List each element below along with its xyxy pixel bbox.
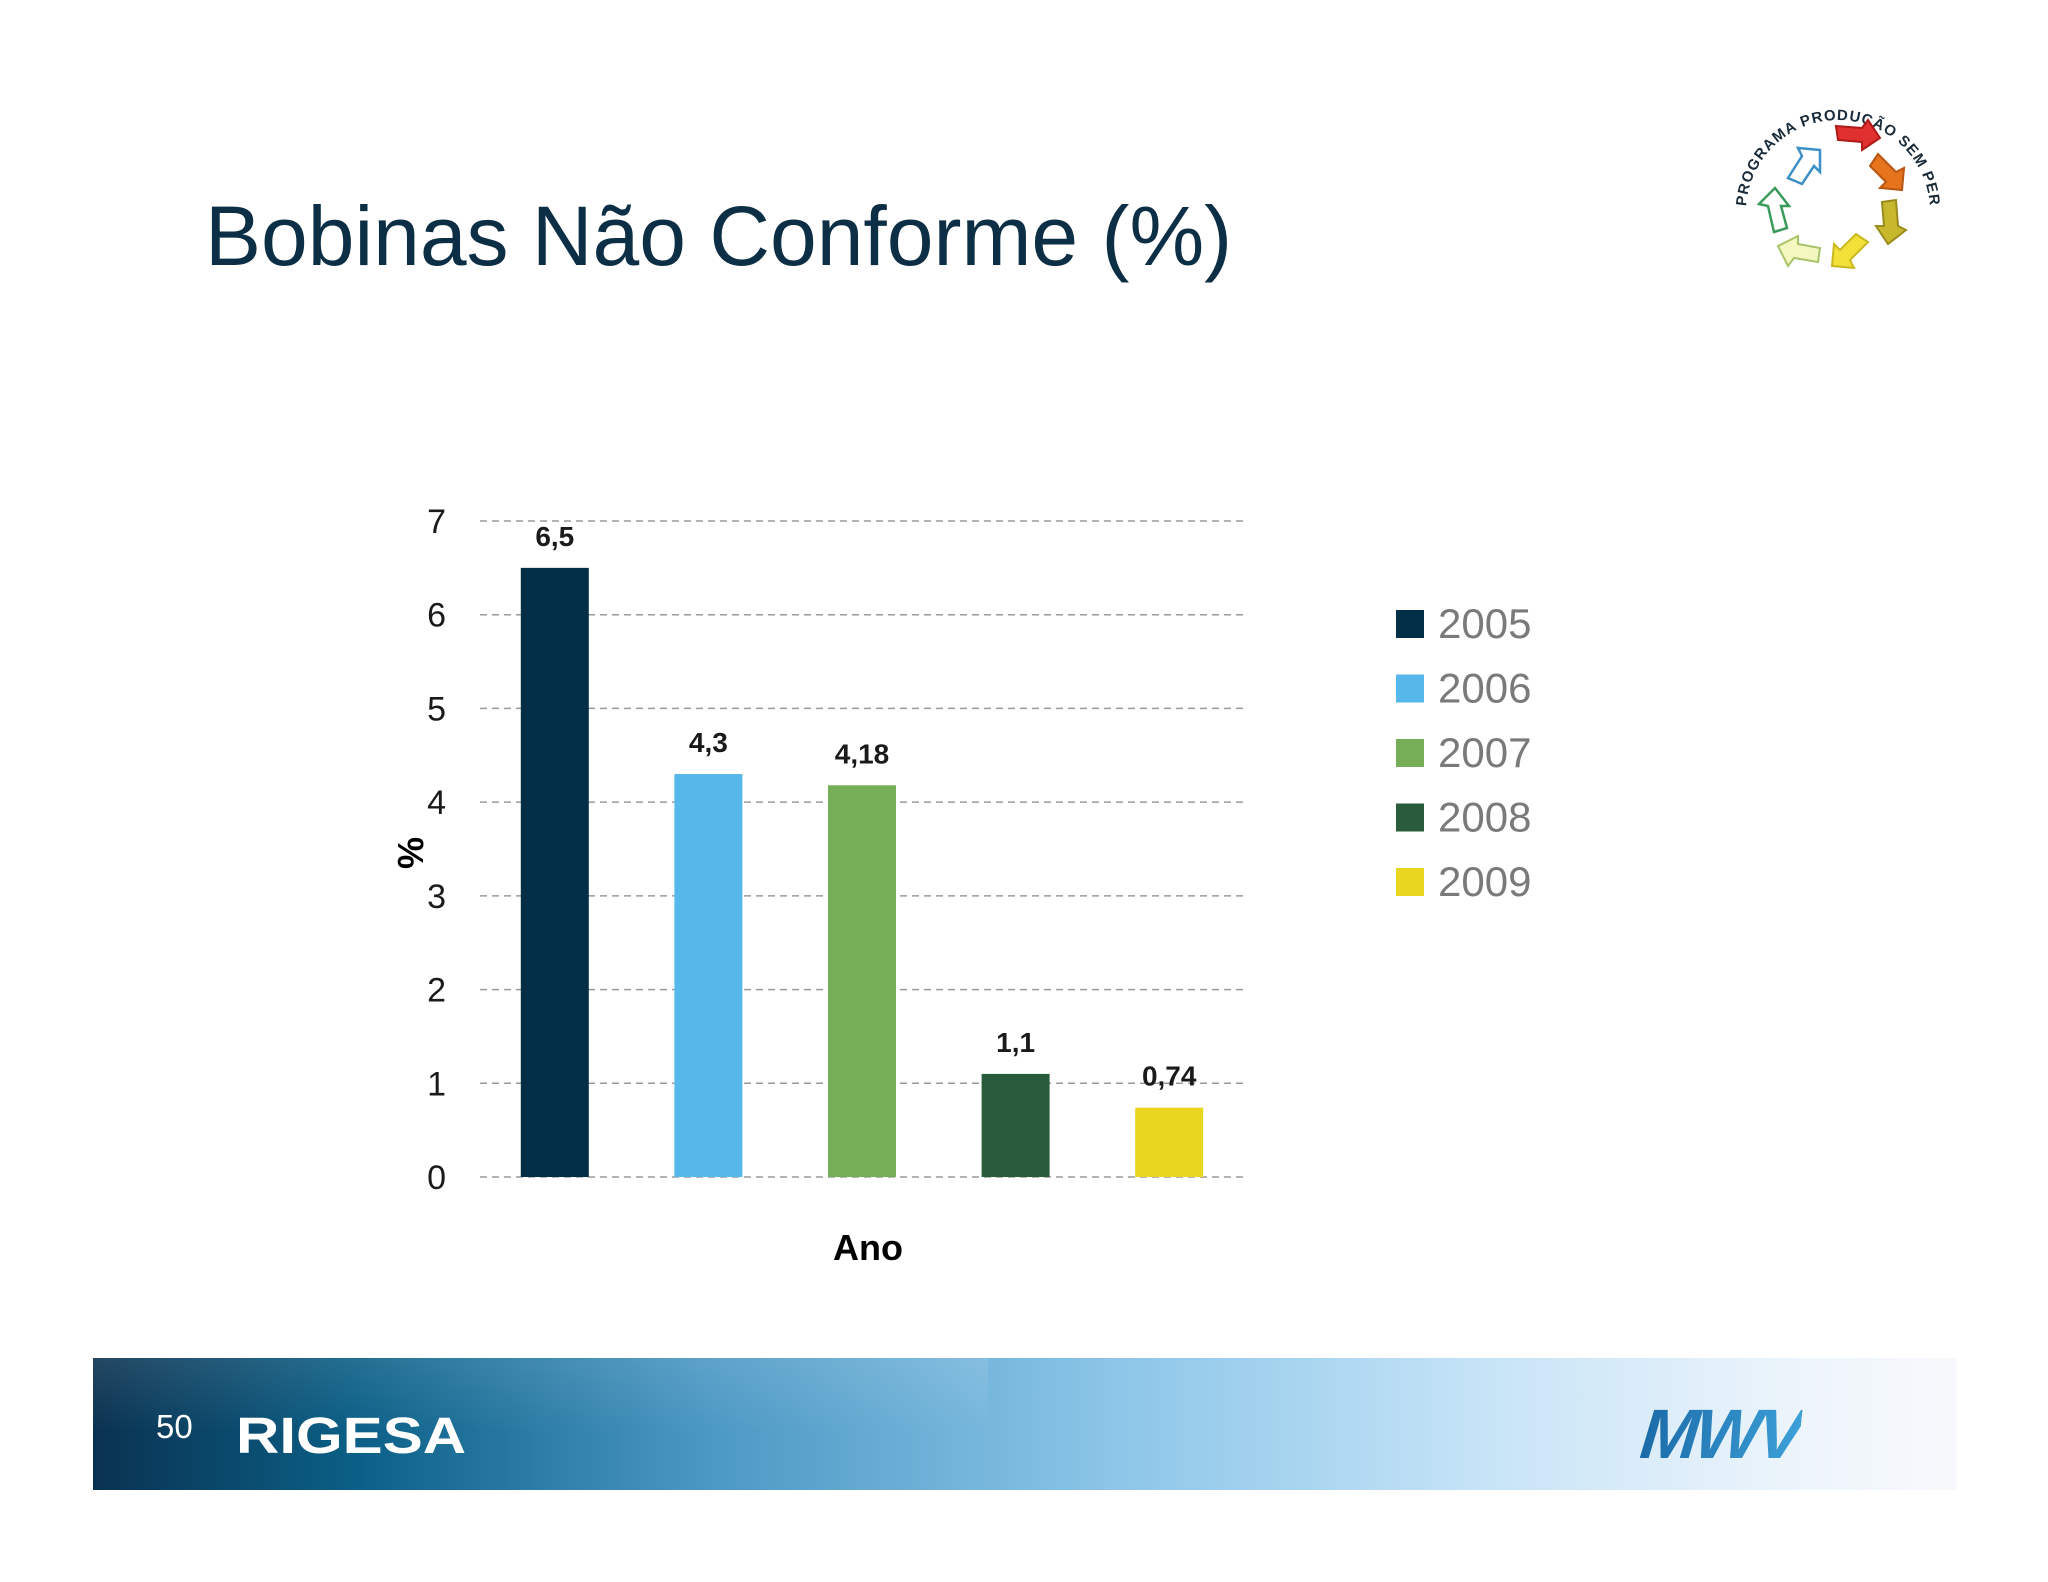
arrow-circle-icon [1756,118,1908,270]
bar-2008 [981,1073,1050,1177]
bar-2005 [520,567,589,1177]
data-label: 4,18 [835,738,890,769]
x-axis-label: Ano [833,1227,903,1268]
y-axis-label: % [390,837,431,869]
y-tick-label: 7 [427,503,446,541]
legend: 2005 2006 2007 2008 2009 [1396,600,1531,905]
legend-swatch [1396,868,1424,896]
y-tick-label: 5 [427,690,446,728]
legend-label: 2006 [1438,665,1531,712]
legend-swatch [1396,674,1424,703]
y-tick-label: 1 [427,1065,446,1103]
bar-2007 [828,785,896,1177]
data-label: 6,5 [535,521,574,552]
legend-swatch [1396,739,1424,767]
y-tick-label: 6 [427,597,446,635]
bars [520,567,1204,1177]
legend-label: 2007 [1438,729,1531,776]
page-number: 50 [156,1408,193,1445]
legend-label: 2005 [1438,600,1531,647]
y-tick-label: 3 [427,878,446,916]
y-tick-label: 0 [427,1159,446,1197]
legend-label: 2009 [1438,858,1531,905]
y-axis-ticks: 0 1 2 3 4 5 6 7 [427,503,446,1197]
footer-shade [93,1358,988,1432]
y-tick-label: 2 [427,972,446,1010]
data-label: 0,74 [1142,1061,1197,1092]
legend-swatch [1396,803,1424,832]
data-labels: 6,5 4,3 4,18 1,1 0,74 [535,521,1197,1092]
data-label: 1,1 [996,1027,1035,1058]
legend-label: 2008 [1438,794,1531,841]
footer-brand-logo: MWV [1636,1395,1805,1473]
programa-producao-logo: PROGRAMA PRODUÇÃO SEM PERDAS [1718,92,1942,270]
slide-title: Bobinas Não Conforme (%) [205,189,1233,283]
data-label: 4,3 [689,727,728,758]
bar-2009 [1135,1107,1204,1177]
footer-band: 50 RIGESA MWV [93,1358,1957,1490]
bar-2006 [674,774,743,1177]
footer-company-logo: RIGESA [236,1406,467,1464]
y-tick-label: 4 [427,784,446,822]
legend-swatch [1396,610,1424,638]
